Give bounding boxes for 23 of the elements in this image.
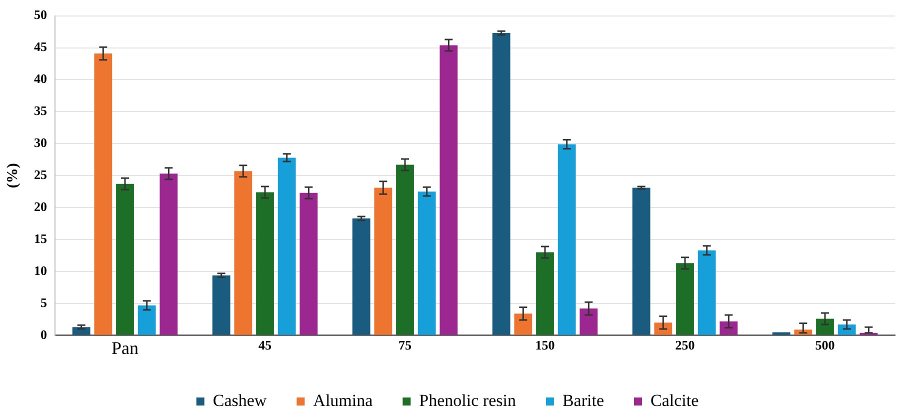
y-axis-title: (%): [4, 163, 21, 188]
legend-label: Phenolic resin: [419, 390, 516, 410]
y-tick-label: 45: [34, 39, 48, 54]
x-tick-label: Pan: [112, 338, 138, 358]
x-tick-label: 150: [535, 338, 555, 353]
x-tick-label: 45: [258, 338, 272, 353]
y-tick-label: 20: [34, 198, 47, 214]
y-tick-label: 15: [34, 230, 48, 246]
legend-label: Barite: [562, 390, 604, 410]
x-tick-label: 500: [815, 338, 835, 353]
legend-label: Cashew: [212, 390, 268, 410]
y-tick-label: 25: [34, 166, 48, 182]
x-tick-label: 75: [398, 338, 412, 353]
legend-label: Calcite: [650, 390, 699, 410]
legend-label: Alumina: [313, 390, 374, 410]
y-tick-label: 5: [40, 294, 48, 310]
y-tick-label: 40: [34, 71, 47, 86]
y-tick-label: 0: [40, 326, 47, 342]
x-tick-label: 250: [675, 338, 695, 353]
y-tick-label: 50: [34, 7, 47, 22]
y-tick-label: 35: [34, 103, 48, 118]
y-tick-label: 30: [34, 135, 47, 150]
y-tick-label: 10: [34, 262, 47, 278]
